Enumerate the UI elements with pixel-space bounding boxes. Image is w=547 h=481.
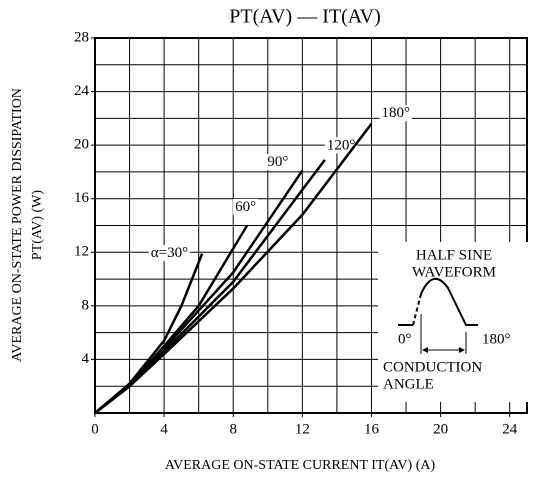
label-bg	[233, 198, 259, 215]
x-tick-label: 12	[295, 421, 310, 437]
curve-label: α=30°	[151, 245, 188, 261]
label-bg	[148, 245, 191, 262]
label-bg	[324, 137, 358, 154]
y-tick-label: 20	[74, 137, 89, 153]
inset-title: HALF SINE	[416, 247, 492, 263]
inset-box	[378, 242, 528, 402]
label-bg	[265, 154, 291, 171]
curve-label: 120°	[327, 137, 356, 153]
y-tick-label: 16	[74, 190, 90, 206]
plot-frame	[94, 37, 528, 414]
label-bg	[379, 105, 412, 122]
x-tick-label: 4	[160, 421, 168, 437]
y-tick-label: 8	[82, 297, 90, 313]
y-axis-label: PT(AV) (W)	[30, 190, 45, 260]
inset-caption: CONDUCTION	[383, 359, 482, 375]
chart-title: PT(AV) — IT(AV)	[229, 6, 380, 28]
y-tick-label: 4	[82, 351, 90, 367]
x-tick-label: 16	[364, 421, 380, 437]
curve-label: 60°	[235, 199, 256, 215]
x-tick-label: 0	[91, 421, 99, 437]
inset-start: 0°	[398, 331, 412, 347]
x-tick-label: 20	[433, 421, 448, 437]
inset-end: 180°	[482, 331, 511, 347]
curve-label: 90°	[267, 154, 288, 170]
x-tick-label: 8	[229, 421, 237, 437]
x-tick-label: 24	[502, 421, 518, 437]
x-axis-label: AVERAGE ON-STATE CURRENT IT(AV) (A)	[165, 458, 436, 473]
y-tick-label: 24	[74, 83, 90, 99]
waveform	[420, 278, 478, 326]
y-axis-label: AVERAGE ON-STATE POWER DISSIPATION	[10, 88, 25, 362]
waveform-dashed	[412, 293, 422, 326]
y-tick-label: 12	[74, 244, 89, 260]
inset-title: WAVEFORM	[412, 264, 496, 280]
curve-label: 180°	[381, 105, 410, 121]
y-tick-label: 28	[74, 29, 89, 45]
curve	[94, 122, 373, 414]
inset-caption: ANGLE	[383, 376, 434, 392]
